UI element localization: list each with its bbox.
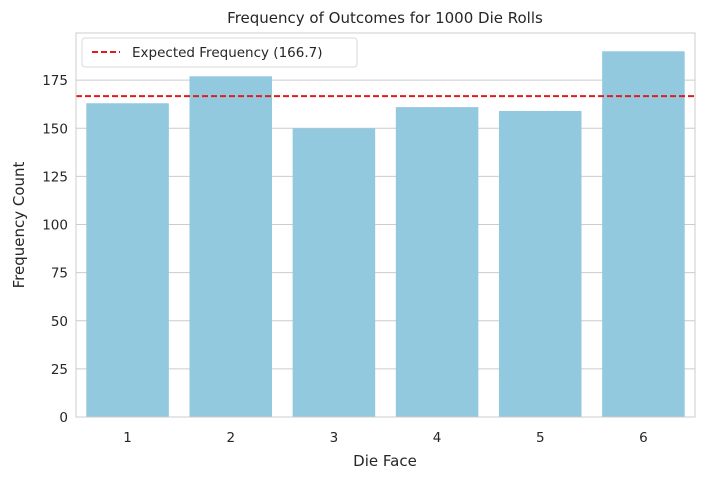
plot-frame xyxy=(75,32,696,418)
bar-face-3 xyxy=(292,128,376,417)
bar-face-6 xyxy=(602,51,685,418)
y-axis-label: Frequency Count xyxy=(10,161,28,288)
x-tick-label: 2 xyxy=(226,430,235,446)
x-tick-label: 3 xyxy=(330,430,339,446)
bar-face-5 xyxy=(498,110,582,417)
y-tick-label: 75 xyxy=(51,266,68,282)
y-tick-label: 25 xyxy=(51,362,68,378)
bar-face-4 xyxy=(395,107,479,418)
x-axis-label: Die Face xyxy=(353,452,417,470)
x-tick-label: 6 xyxy=(639,430,648,446)
x-ticks: 1 2 3 4 5 6 xyxy=(123,430,647,446)
y-tick-label: 100 xyxy=(42,218,68,234)
y-tick-label: 0 xyxy=(59,410,68,426)
y-ticks: 0 25 50 75 100 125 150 175 xyxy=(42,73,68,426)
bar-face-1 xyxy=(86,103,169,417)
x-tick-label: 1 xyxy=(123,430,132,446)
x-tick-label: 5 xyxy=(536,430,545,446)
y-tick-label: 175 xyxy=(42,73,68,89)
legend-box xyxy=(81,37,358,68)
x-tick-label: 4 xyxy=(433,430,442,446)
legend: Expected Frequency (166.7) xyxy=(81,37,358,68)
bar-face-2 xyxy=(189,76,273,417)
y-tick-label: 150 xyxy=(42,121,68,137)
chart-title: Frequency of Outcomes for 1000 Die Rolls xyxy=(227,9,543,27)
y-tick-label: 125 xyxy=(42,169,68,185)
bars xyxy=(86,51,685,418)
y-tick-label: 50 xyxy=(51,314,68,330)
legend-label-expected-frequency: Expected Frequency (166.7) xyxy=(132,45,323,61)
gridlines xyxy=(76,79,695,418)
